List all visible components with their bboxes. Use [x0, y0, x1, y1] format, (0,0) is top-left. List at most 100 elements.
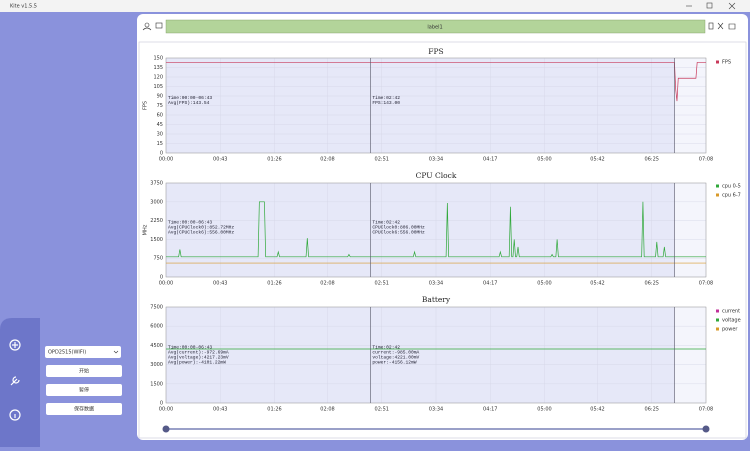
y-tick-label: 750 [153, 256, 163, 262]
summary-text: Avg(current):-972.69mA [168, 350, 229, 356]
slider-handle[interactable] [162, 425, 170, 433]
x-tick-label: 07:08 [699, 157, 713, 163]
legend-swatch [716, 309, 719, 313]
title-bar [0, 0, 750, 12]
y-tick-label: 60 [157, 113, 163, 119]
legend-label: current [722, 309, 740, 315]
toolbar-icons[interactable] [142, 22, 736, 31]
x-tick-label: 03:34 [429, 281, 443, 287]
legend-label: voltage [722, 318, 741, 324]
x-tick-label: 00:00 [159, 407, 173, 413]
summary-text: Avg(power):-4101.22mW [168, 360, 226, 366]
y-tick-label: 6000 [150, 324, 163, 330]
x-tick-label: 01:26 [267, 281, 281, 287]
summary-text: Avg(CPUClock6):556.00MHz [168, 230, 234, 236]
legend-swatch [716, 327, 719, 331]
series-line [166, 62, 706, 102]
x-tick-label: 01:26 [267, 407, 281, 413]
y-tick-label: 3000 [150, 362, 163, 368]
selected-range [166, 183, 675, 277]
window-title: Kite v1.5.5 [10, 4, 37, 10]
plot-frame [165, 182, 707, 278]
legend-swatch [716, 193, 719, 197]
legend-swatch [716, 60, 719, 64]
y-tick-label: 0 [160, 151, 163, 157]
readout-text: voltage:4221.00mV [372, 355, 419, 361]
x-tick-label: 01:26 [267, 157, 281, 163]
device-select[interactable] [45, 346, 121, 358]
x-tick-label: 05:42 [590, 407, 604, 413]
legend-label: cpu 6-7 [722, 193, 741, 199]
chart-title: CPU Clock [416, 171, 457, 180]
summary-text: Time:00:00-06:43 [168, 220, 212, 226]
x-tick-label: 04:17 [483, 407, 497, 413]
readout-text: CPUClock0:806.00MHz [372, 225, 425, 231]
y-axis-label: MHz [143, 224, 149, 235]
y-tick-label: 45 [157, 122, 163, 128]
y-tick-label: 4500 [150, 343, 163, 349]
y-tick-label: 7500 [150, 305, 163, 311]
summary-text: Avg(voltage):4217.23mV [168, 355, 229, 361]
readout-text: Time:02:42 [372, 95, 400, 101]
y-tick-label: 75 [157, 103, 163, 109]
y-tick-label: 1500 [150, 381, 163, 387]
x-tick-label: 05:00 [537, 157, 551, 163]
y-tick-label: 3000 [150, 199, 163, 205]
x-tick-label: 04:17 [483, 281, 497, 287]
button[interactable] [46, 384, 122, 396]
y-axis-label: FPS [143, 101, 149, 110]
toolbar-label [165, 19, 706, 34]
summary-text: Avg(FPS):143.54 [168, 100, 210, 106]
x-tick-label: 04:17 [483, 157, 497, 163]
plot-frame [165, 57, 707, 154]
sidebar-dock [0, 318, 40, 447]
slider-handle[interactable] [702, 425, 710, 433]
window-controls[interactable] [686, 2, 736, 10]
summary-text: Time:00:00-06:43 [168, 345, 212, 351]
x-tick-label: 07:08 [699, 281, 713, 287]
readout-text: Time:02:42 [372, 220, 400, 226]
x-tick-label: 00:43 [213, 157, 227, 163]
x-tick-label: 05:00 [537, 281, 551, 287]
y-tick-label: 120 [153, 75, 163, 81]
legend-label: FPS [722, 60, 731, 66]
y-tick-label: 105 [153, 84, 163, 90]
series-line [166, 201, 706, 258]
y-tick-label: 2250 [150, 218, 163, 224]
readout-text: CPUClock6:556.00MHz [372, 230, 425, 236]
device-select-text: OPD2515(WIFI) [48, 350, 86, 356]
chart-title: FPS [428, 47, 443, 56]
legend-label: cpu 0-5 [722, 184, 741, 190]
x-tick-label: 00:00 [159, 281, 173, 287]
legend-label: power [722, 327, 738, 333]
x-tick-label: 00:43 [213, 281, 227, 287]
x-tick-label: 02:51 [375, 407, 389, 413]
chart-title: Battery [422, 295, 451, 304]
button-label: 开始 [79, 368, 89, 375]
y-tick-label: 0 [160, 275, 163, 281]
summary-text: Avg(CPUClock0):852.72MHz [168, 225, 234, 231]
y-tick-label: 1500 [150, 237, 163, 243]
x-tick-label: 03:34 [429, 407, 443, 413]
y-tick-label: 30 [157, 132, 163, 138]
button[interactable] [46, 365, 122, 377]
x-tick-label: 05:42 [590, 157, 604, 163]
summary-text: Time:00:00-06:43 [168, 95, 212, 101]
x-tick-label: 02:08 [320, 281, 334, 287]
y-tick-label: 135 [153, 65, 163, 71]
x-tick-label: 06:25 [645, 157, 659, 163]
x-tick-label: 02:08 [320, 407, 334, 413]
y-tick-label: 150 [153, 56, 163, 62]
y-tick-label: 15 [157, 141, 163, 147]
x-tick-label: 02:51 [375, 281, 389, 287]
x-tick-label: 03:34 [429, 157, 443, 163]
button[interactable] [46, 403, 122, 415]
x-tick-label: 06:25 [645, 281, 659, 287]
readout-text: current:-985.00mA [372, 350, 419, 356]
sidebar-icons[interactable] [9, 339, 21, 421]
x-tick-label: 00:00 [159, 157, 173, 163]
x-tick-label: 02:51 [375, 157, 389, 163]
y-tick-label: 90 [157, 94, 163, 100]
legend-swatch [716, 184, 719, 188]
